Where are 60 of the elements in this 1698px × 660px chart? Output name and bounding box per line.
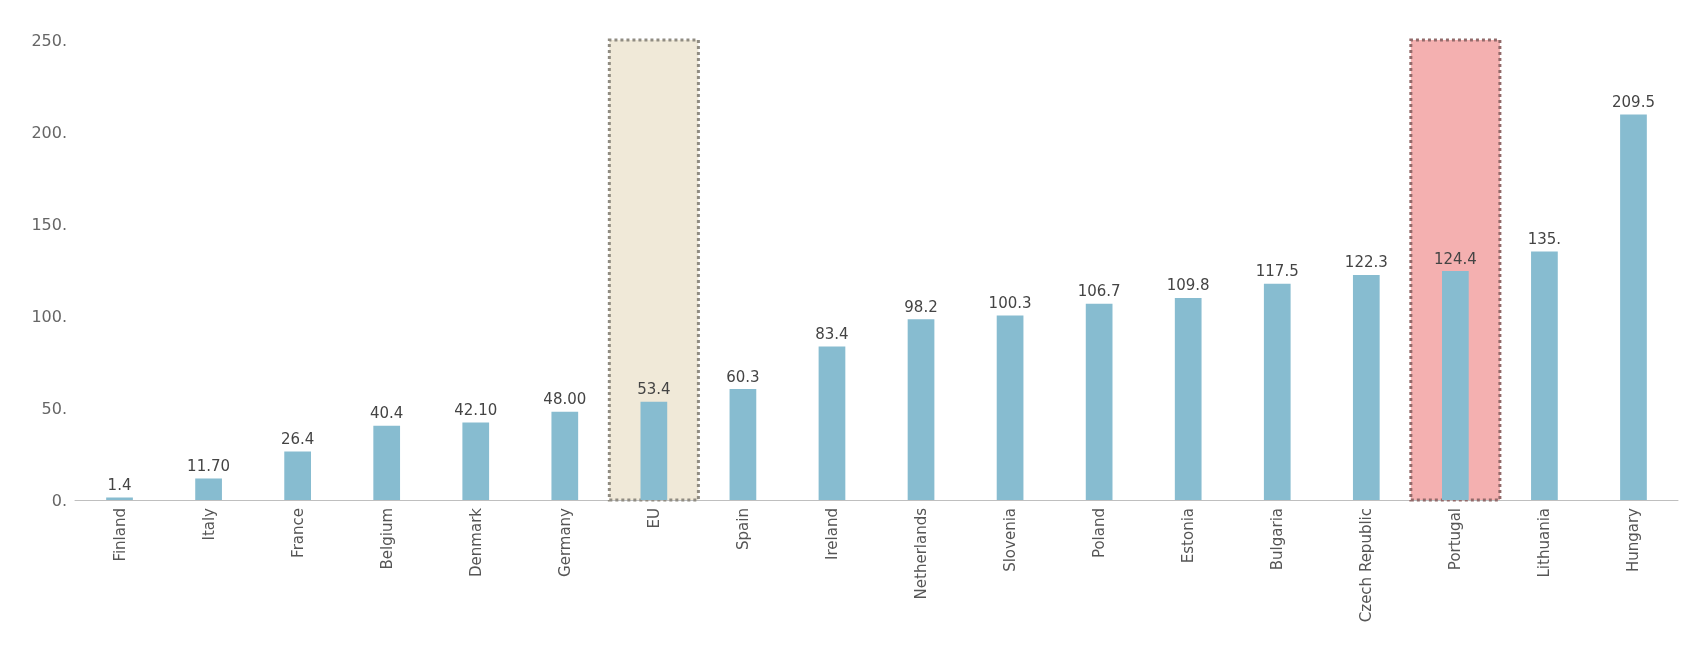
x-tick-label: Germany bbox=[555, 507, 574, 577]
bar bbox=[996, 315, 1024, 500]
bar bbox=[373, 425, 401, 500]
bar bbox=[907, 319, 935, 500]
x-tick-label: Finland bbox=[110, 508, 129, 562]
x-tick-label: Belgium bbox=[377, 508, 396, 570]
bar bbox=[1174, 297, 1202, 500]
bar bbox=[729, 389, 757, 500]
y-tick-label: 50. bbox=[41, 398, 67, 418]
x-tick-label: Hungary bbox=[1624, 507, 1643, 573]
x-tick-label: Slovenia bbox=[1001, 508, 1020, 572]
bar bbox=[1442, 271, 1469, 500]
data-label: 109.8 bbox=[1166, 276, 1210, 295]
x-tick-label: Poland bbox=[1090, 508, 1109, 559]
data-label: 48.00 bbox=[543, 390, 587, 409]
data-label: 209.5 bbox=[1612, 93, 1655, 112]
bar bbox=[1352, 274, 1380, 500]
data-label: 100.3 bbox=[988, 293, 1032, 312]
data-label: 124.4 bbox=[1433, 249, 1477, 268]
bar bbox=[1620, 114, 1647, 500]
x-tick-label: Estonia bbox=[1179, 508, 1198, 564]
data-label: 106.7 bbox=[1077, 282, 1121, 301]
bar bbox=[1263, 283, 1291, 500]
y-tick-label: 250. bbox=[31, 30, 67, 50]
x-tick-label: Spain bbox=[733, 508, 752, 550]
data-label: 42.10 bbox=[454, 401, 498, 420]
x-tick-label: Italy bbox=[199, 507, 218, 541]
data-label: 117.5 bbox=[1255, 262, 1299, 281]
x-tick-label: Lithuania bbox=[1535, 508, 1554, 578]
bar bbox=[1085, 303, 1113, 500]
x-tick-label: EU bbox=[644, 508, 663, 529]
data-label: 11.70 bbox=[187, 456, 231, 475]
bar bbox=[106, 497, 133, 500]
x-tick-label: Denmark bbox=[466, 507, 485, 577]
data-label: 98.2 bbox=[904, 297, 938, 316]
data-label: 53.4 bbox=[637, 380, 671, 399]
y-tick-label: 0. bbox=[51, 490, 67, 510]
data-label: 135. bbox=[1527, 230, 1562, 249]
x-tick-label: Czech Republic bbox=[1357, 508, 1376, 623]
bar bbox=[818, 346, 846, 500]
x-tick-label: Portugal bbox=[1446, 508, 1465, 571]
data-label: 60.3 bbox=[726, 367, 760, 386]
data-label: 1.4 bbox=[107, 475, 132, 494]
y-tick-label: 100. bbox=[31, 306, 67, 326]
x-tick-label: France bbox=[288, 508, 307, 558]
data-label: 40.4 bbox=[369, 404, 404, 423]
x-tick-label: Netherlands bbox=[912, 507, 931, 600]
bar bbox=[462, 422, 490, 500]
data-label: 83.4 bbox=[815, 325, 849, 344]
bar bbox=[551, 411, 579, 500]
bar bbox=[640, 401, 668, 500]
y-tick-label: 150. bbox=[31, 214, 67, 234]
data-label: 122.3 bbox=[1344, 253, 1388, 272]
y-tick-label: 200. bbox=[31, 122, 67, 142]
bar bbox=[195, 478, 222, 500]
bar bbox=[1531, 251, 1558, 500]
x-tick-label: Bulgaria bbox=[1268, 508, 1287, 571]
x-tick-label: Ireland bbox=[822, 508, 841, 560]
data-label: 26.4 bbox=[280, 429, 315, 448]
bar bbox=[284, 451, 311, 500]
